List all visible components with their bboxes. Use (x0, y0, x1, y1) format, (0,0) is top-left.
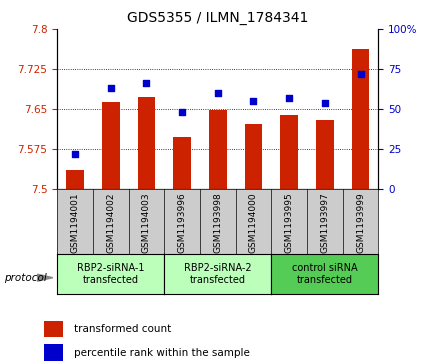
Text: GSM1194001: GSM1194001 (70, 192, 80, 253)
Bar (44, 321, 63, 337)
Bar (173, 136, 191, 189)
Text: GSM1193996: GSM1193996 (178, 192, 187, 253)
Text: protocol: protocol (4, 273, 47, 283)
Text: GSM1193995: GSM1193995 (285, 192, 293, 253)
Text: GSM1193999: GSM1193999 (356, 192, 365, 253)
Text: GSM1193997: GSM1193997 (320, 192, 330, 253)
Point (143, 81, 150, 86)
Text: RBP2-siRNA-2
transfected: RBP2-siRNA-2 transfected (184, 263, 252, 285)
Point (250, 98, 257, 104)
Point (107, 85, 114, 91)
Text: control siRNA
transfected: control siRNA transfected (292, 263, 358, 285)
Text: percentile rank within the sample: percentile rank within the sample (74, 348, 250, 358)
Bar (102, 102, 120, 189)
Bar (209, 110, 227, 189)
Title: GDS5355 / ILMN_1784341: GDS5355 / ILMN_1784341 (127, 11, 308, 25)
Point (72, 151, 79, 156)
Bar (280, 115, 298, 189)
Point (321, 99, 328, 105)
Polygon shape (37, 274, 53, 281)
Point (357, 71, 364, 77)
Bar (138, 97, 155, 189)
Text: RBP2-siRNA-1
transfected: RBP2-siRNA-1 transfected (77, 263, 144, 285)
Bar (245, 124, 262, 189)
Bar (44, 344, 63, 361)
Bar (352, 49, 370, 189)
Text: transformed count: transformed count (74, 324, 171, 334)
Bar (66, 170, 84, 189)
Text: GSM1194003: GSM1194003 (142, 192, 151, 253)
Point (286, 95, 293, 101)
Point (214, 90, 221, 96)
Point (179, 109, 186, 115)
Text: GSM1194000: GSM1194000 (249, 192, 258, 253)
Text: GSM1194002: GSM1194002 (106, 192, 115, 253)
Bar (316, 119, 334, 189)
Text: GSM1193998: GSM1193998 (213, 192, 222, 253)
